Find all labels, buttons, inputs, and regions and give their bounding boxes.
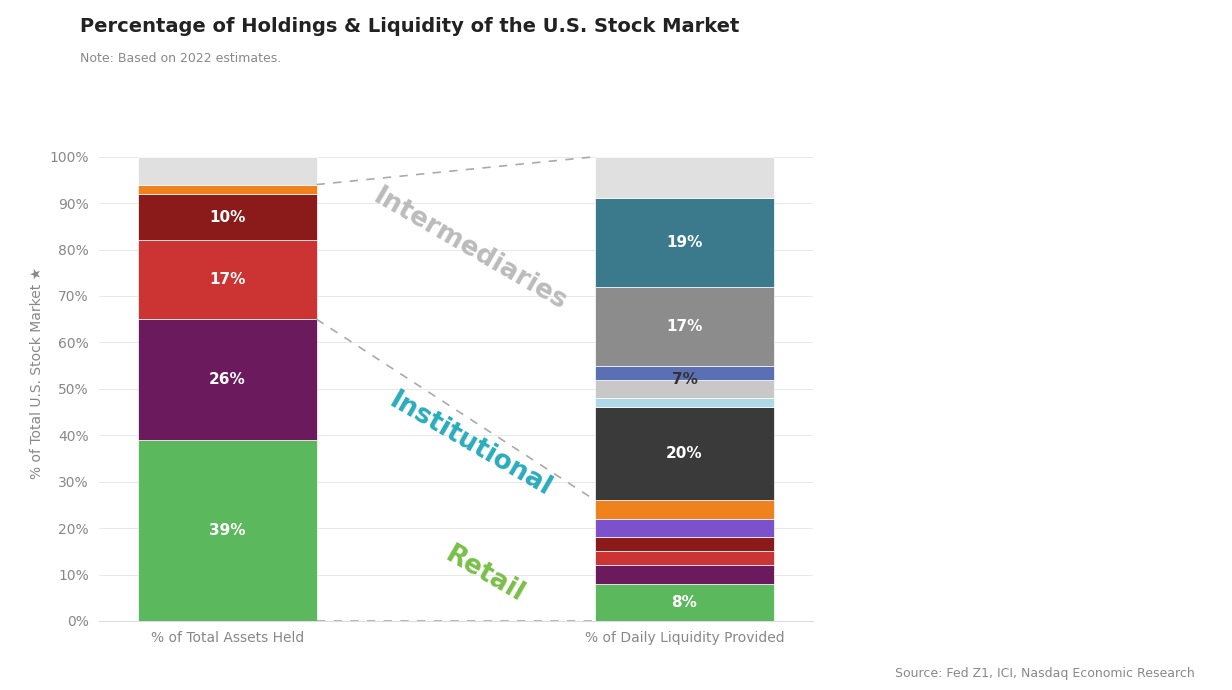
- Text: 10%: 10%: [209, 210, 245, 224]
- Bar: [595, 380, 774, 398]
- Bar: [595, 199, 774, 287]
- Bar: [138, 319, 317, 440]
- Bar: [595, 565, 774, 584]
- Bar: [595, 157, 774, 199]
- Text: 39%: 39%: [209, 523, 245, 538]
- Bar: [595, 398, 774, 407]
- Text: 17%: 17%: [209, 273, 245, 287]
- Bar: [595, 551, 774, 565]
- Text: Retail: Retail: [440, 542, 529, 608]
- Bar: [138, 157, 317, 184]
- Text: 26%: 26%: [208, 372, 245, 387]
- Text: Institutional: Institutional: [384, 388, 556, 502]
- Bar: [138, 194, 317, 240]
- Bar: [595, 500, 774, 519]
- Bar: [138, 240, 317, 319]
- Bar: [138, 440, 317, 621]
- Text: 8%: 8%: [671, 595, 697, 610]
- Bar: [595, 538, 774, 551]
- Text: Intermediaries: Intermediaries: [368, 184, 572, 315]
- Bar: [595, 584, 774, 621]
- Text: Source: Fed Z1, ICI, Nasdaq Economic Research: Source: Fed Z1, ICI, Nasdaq Economic Res…: [896, 667, 1195, 680]
- Text: 7%: 7%: [671, 372, 697, 387]
- Legend: Other, Wholesaler, Market Makers, Opportunistic Traders, Futures Arbitrage, ETF : Other, Wholesaler, Market Makers, Opport…: [844, 41, 1014, 305]
- Text: Percentage of Holdings & Liquidity of the U.S. Stock Market: Percentage of Holdings & Liquidity of th…: [80, 17, 739, 37]
- Text: 20%: 20%: [667, 446, 702, 462]
- Bar: [595, 407, 774, 500]
- Bar: [138, 184, 317, 194]
- Text: 19%: 19%: [667, 235, 702, 250]
- Bar: [595, 287, 774, 366]
- Bar: [595, 366, 774, 380]
- Text: 17%: 17%: [667, 319, 702, 334]
- Y-axis label: % of Total U.S. Stock Market ★: % of Total U.S. Stock Market ★: [30, 266, 44, 479]
- Text: Note: Based on 2022 estimates.: Note: Based on 2022 estimates.: [80, 52, 281, 65]
- Bar: [595, 519, 774, 538]
